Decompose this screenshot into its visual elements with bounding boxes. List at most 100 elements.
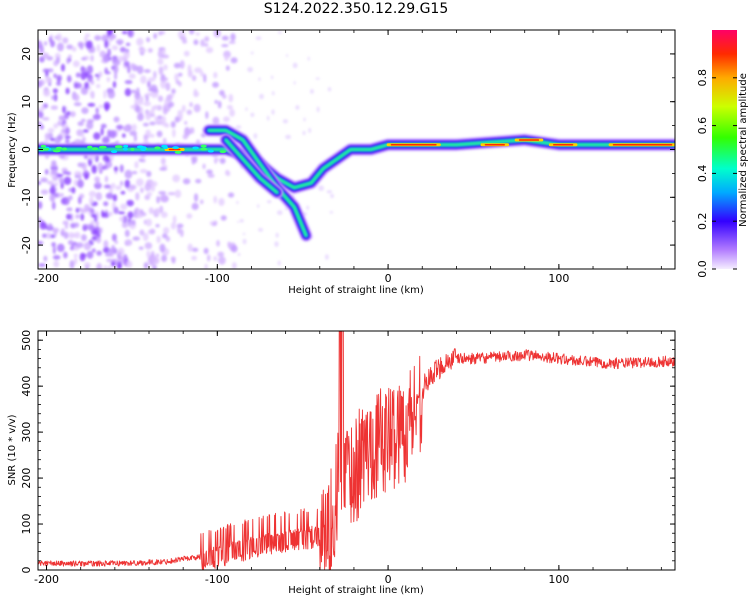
noise-blob [232, 262, 237, 269]
noise-blob [107, 89, 116, 99]
noise-blob [142, 232, 149, 242]
noise-blob [65, 138, 70, 144]
noise-blob [271, 91, 275, 96]
noise-blob [103, 184, 112, 189]
noise-blob [149, 228, 156, 235]
noise-blob [74, 139, 82, 145]
noise-blob [38, 111, 44, 119]
noise-blob [117, 254, 124, 264]
noise-blob [95, 192, 103, 201]
noise-blob [230, 57, 238, 64]
ridge-blob [122, 147, 128, 151]
noise-blob [105, 192, 114, 200]
noise-blob [84, 81, 90, 89]
noise-blob [131, 170, 138, 175]
noise-blob [91, 165, 97, 174]
noise-blob [135, 105, 141, 114]
ridge-blob [99, 145, 107, 149]
ridge-blob [91, 147, 99, 151]
noise-blob [159, 243, 166, 253]
noise-blob [145, 94, 149, 102]
noise-blob [56, 243, 65, 253]
noise-blob [129, 184, 137, 190]
noise-blob [266, 115, 270, 121]
noise-blob [235, 125, 242, 129]
noise-blob [102, 55, 110, 63]
noise-blob [199, 199, 204, 205]
noise-blob [81, 137, 86, 142]
noise-blob [80, 213, 85, 221]
noise-blob [227, 192, 235, 198]
colorbar-tick-label: 0.6 [696, 117, 709, 135]
noise-blob [84, 33, 91, 38]
noise-blob [149, 262, 156, 266]
noise-blob [194, 155, 198, 163]
noise-blob [52, 255, 61, 260]
noise-blob [173, 62, 181, 69]
snr-y-tick-label: 500 [20, 330, 33, 351]
colorbar-tick-label: 0.4 [696, 165, 709, 183]
noise-blob [148, 207, 154, 215]
colorbar: 0.0 0.2 0.4 0.6 0.8 Normalized spectral ampl… [696, 30, 749, 278]
noise-blob [163, 64, 168, 71]
noise-blob [67, 239, 74, 245]
noise-blob [157, 115, 163, 120]
noise-blob [120, 190, 126, 195]
noise-blob [58, 193, 63, 198]
noise-blob [121, 222, 129, 229]
noise-blob [203, 42, 209, 47]
noise-blob [179, 36, 187, 41]
noise-blob [180, 228, 184, 238]
noise-blob [245, 107, 248, 112]
noise-blob [124, 179, 131, 189]
noise-blob [51, 201, 56, 210]
noise-blob [206, 169, 213, 175]
noise-blob [100, 127, 104, 136]
noise-blob [213, 195, 218, 204]
noise-blob [191, 158, 196, 165]
noise-blob [101, 34, 109, 42]
noise-blob [53, 260, 60, 268]
noise-blob [61, 129, 67, 134]
noise-blob [143, 101, 152, 107]
noise-blob [55, 56, 61, 64]
noise-blob [218, 197, 225, 206]
noise-blob [43, 89, 51, 97]
noise-blob [52, 175, 59, 182]
noise-blob [69, 260, 75, 269]
ridge-blob [207, 149, 214, 153]
noise-blob [152, 105, 159, 110]
noise-blob [51, 184, 56, 189]
noise-blob [191, 75, 197, 82]
noise-blob [56, 81, 62, 86]
noise-blob [325, 254, 329, 260]
noise-blob [38, 263, 46, 267]
noise-blob [118, 41, 122, 46]
noise-blob [166, 94, 173, 102]
noise-blob [53, 123, 59, 129]
snr-y-tick-label: 300 [20, 422, 33, 443]
noise-blob [310, 89, 314, 94]
noise-blob [58, 115, 65, 121]
noise-blob [101, 136, 110, 144]
noise-blob [126, 199, 134, 207]
noise-blob [62, 105, 66, 114]
noise-blob [93, 216, 98, 223]
noise-blob [74, 170, 81, 177]
noise-blob [107, 265, 111, 269]
noise-blob [124, 79, 133, 85]
noise-blob [146, 92, 153, 97]
noise-blob [112, 81, 117, 88]
noise-blob [230, 244, 238, 253]
noise-blob [114, 71, 118, 80]
noise-blob [195, 32, 200, 36]
spectrogram-plot-area [38, 30, 675, 269]
noise-blob [150, 133, 155, 138]
noise-blob [172, 128, 176, 138]
noise-blob [86, 65, 94, 74]
snr-y-axis-label: SNR (10 * v/v) [7, 414, 18, 485]
noise-blob [161, 254, 168, 263]
noise-blob [68, 232, 75, 239]
ridge-blob [200, 147, 208, 151]
